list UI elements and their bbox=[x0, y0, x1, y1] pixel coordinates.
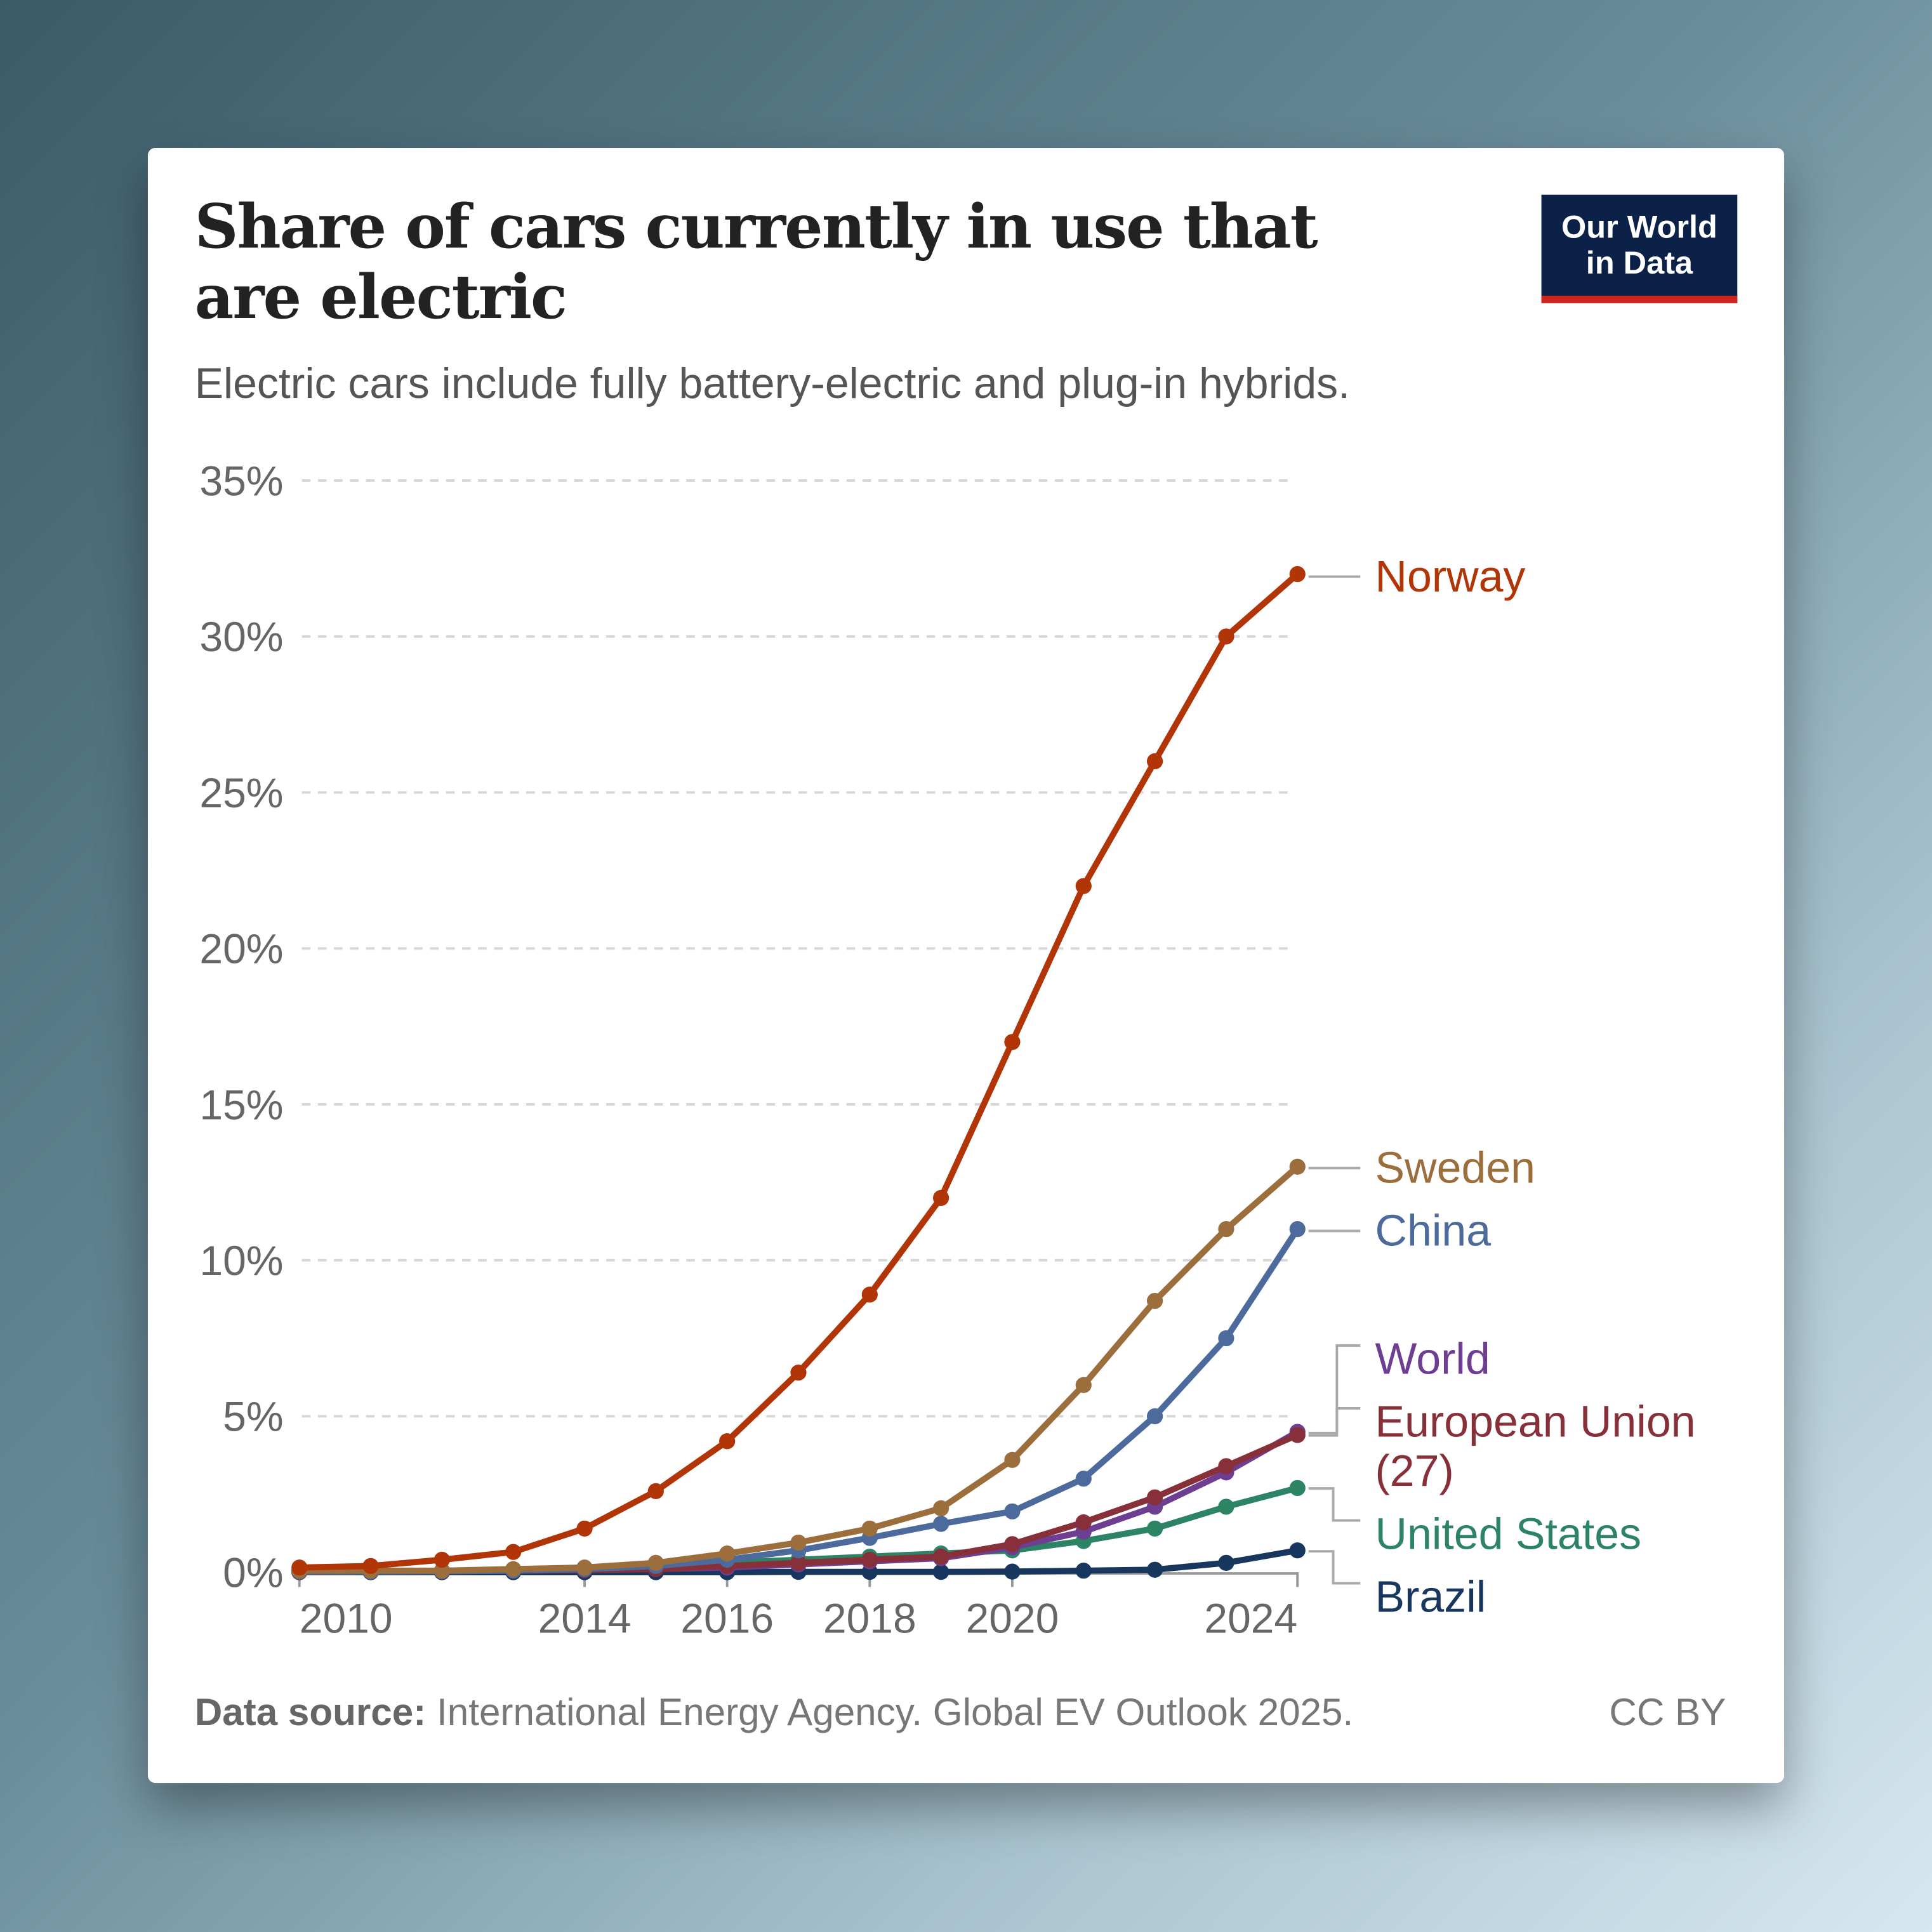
data-point bbox=[647, 1483, 664, 1499]
data-point bbox=[1004, 1503, 1021, 1519]
data-point bbox=[505, 1544, 522, 1560]
data-point bbox=[1146, 1292, 1163, 1309]
data-point bbox=[1289, 566, 1306, 583]
y-tick-label: 0% bbox=[223, 1549, 283, 1596]
data-point bbox=[1289, 1542, 1306, 1559]
x-tick-label: 2010 bbox=[300, 1594, 393, 1641]
x-tick-label: 2016 bbox=[680, 1594, 774, 1641]
data-point bbox=[861, 1287, 878, 1303]
data-point bbox=[790, 1554, 807, 1571]
data-point bbox=[1218, 1330, 1234, 1347]
x-tick-label: 2020 bbox=[966, 1594, 1059, 1641]
data-point bbox=[1075, 1377, 1092, 1393]
data-point bbox=[576, 1520, 593, 1537]
data-point bbox=[933, 1564, 949, 1580]
series-label: Sweden bbox=[1375, 1143, 1536, 1193]
data-point bbox=[1075, 1514, 1092, 1531]
data-point bbox=[1004, 1452, 1021, 1468]
data-point bbox=[1289, 1158, 1306, 1175]
data-point bbox=[1146, 1561, 1163, 1578]
data-point bbox=[1218, 1458, 1234, 1474]
data-point bbox=[1146, 1489, 1163, 1505]
series-label: World bbox=[1375, 1334, 1490, 1384]
series-label: Norway bbox=[1375, 552, 1526, 601]
data-point bbox=[505, 1561, 522, 1577]
data-point bbox=[933, 1516, 949, 1532]
data-point bbox=[1289, 1221, 1306, 1238]
series-label: China bbox=[1375, 1206, 1492, 1255]
data-point bbox=[1004, 1536, 1021, 1552]
x-tick-label: 2014 bbox=[538, 1594, 632, 1641]
data-point bbox=[719, 1545, 736, 1562]
data-point bbox=[1004, 1563, 1021, 1580]
data-point bbox=[291, 1559, 308, 1576]
data-point bbox=[647, 1554, 664, 1571]
data-point bbox=[933, 1500, 949, 1517]
data-point bbox=[1075, 1563, 1092, 1579]
chart-title: Share of cars currently in use that are … bbox=[194, 190, 1318, 333]
series-label: Brazil bbox=[1375, 1571, 1486, 1621]
y-tick-label: 20% bbox=[199, 925, 283, 972]
data-point bbox=[1075, 1471, 1092, 1487]
series-label: (27) bbox=[1375, 1446, 1454, 1495]
data-point bbox=[576, 1559, 593, 1576]
data-point bbox=[1075, 878, 1092, 894]
data-point bbox=[1289, 1479, 1306, 1497]
data-point bbox=[1218, 1221, 1234, 1238]
source-text[interactable]: International Energy Agency. Global EV O… bbox=[437, 1690, 1354, 1734]
x-tick-label: 2024 bbox=[1204, 1594, 1297, 1641]
label-connector bbox=[1308, 1487, 1361, 1522]
chart-card bbox=[147, 147, 1785, 1783]
y-tick-label: 25% bbox=[199, 769, 283, 816]
license[interactable]: CC BY bbox=[1609, 1690, 1726, 1734]
y-tick-label: 5% bbox=[223, 1393, 283, 1440]
chart-subtitle: Electric cars include fully battery-elec… bbox=[194, 359, 1350, 408]
data-point bbox=[861, 1551, 878, 1568]
series-line-china bbox=[299, 1227, 1300, 1575]
series-label: United States bbox=[1375, 1509, 1642, 1558]
label-connector bbox=[1308, 1344, 1361, 1434]
owid-logo[interactable]: Our World in Data bbox=[1541, 194, 1738, 303]
data-point bbox=[362, 1558, 379, 1574]
data-point bbox=[1146, 1520, 1163, 1537]
y-tick-label: 35% bbox=[199, 457, 283, 504]
label-connector bbox=[1308, 1550, 1361, 1585]
data-point bbox=[861, 1520, 878, 1537]
data-point bbox=[1146, 753, 1163, 770]
data-point bbox=[933, 1548, 949, 1565]
data-point bbox=[1218, 1554, 1234, 1571]
data-point bbox=[933, 1189, 949, 1207]
series-label: European Union bbox=[1375, 1397, 1696, 1446]
data-point bbox=[1146, 1408, 1163, 1425]
data-point bbox=[1004, 1034, 1021, 1050]
label-connector bbox=[1308, 1406, 1361, 1437]
y-tick-label: 15% bbox=[199, 1081, 283, 1128]
data-point bbox=[790, 1534, 807, 1551]
data-point bbox=[433, 1551, 451, 1568]
data-source: Data source: International Energy Agency… bbox=[195, 1691, 1353, 1735]
x-tick-label: 2018 bbox=[823, 1594, 916, 1641]
y-tick-label: 30% bbox=[199, 613, 283, 660]
data-point bbox=[719, 1433, 736, 1450]
data-point bbox=[1218, 628, 1234, 645]
source-label: Data source: bbox=[194, 1690, 427, 1734]
data-point bbox=[1289, 1427, 1306, 1443]
y-tick-label: 10% bbox=[199, 1237, 283, 1284]
data-point bbox=[790, 1365, 807, 1381]
data-point bbox=[1218, 1499, 1234, 1515]
logo-line-1: Our World bbox=[1561, 208, 1717, 246]
logo-line-2: in Data bbox=[1585, 244, 1693, 281]
